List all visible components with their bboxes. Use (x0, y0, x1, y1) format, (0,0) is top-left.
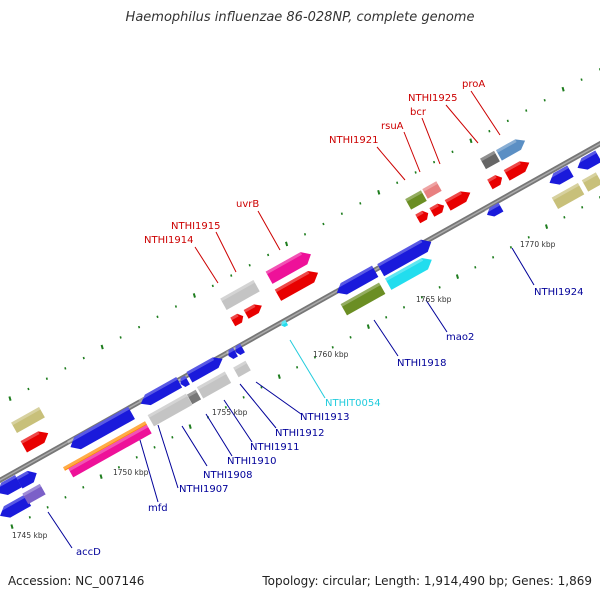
gene-blue-7 (226, 347, 238, 359)
kbp-label-1745: 1745 kbp (12, 531, 48, 540)
gene-label-nthi1915: NTHI1915 (171, 221, 221, 232)
gene-blue-9 (377, 239, 432, 277)
gene-labels-top: NTHI1914 NTHI1915 uvrB NTHI1921 rsuA bcr… (144, 79, 485, 246)
genome-stats: Topology: circular; Length: 1,914,490 bp… (262, 574, 592, 588)
gene-blue-nthi1924 (484, 202, 504, 217)
kbp-label-1750: 1750 kbp (113, 468, 149, 477)
gene-cyan-mao2 (385, 258, 432, 290)
gene-steel-proa (495, 139, 526, 161)
gene-red-6 (487, 175, 503, 190)
gene-label-nthi1925: NTHI1925 (408, 93, 458, 104)
gene-label-mao2: mao2 (446, 332, 474, 343)
gene-label-nthi1907: NTHI1907 (179, 484, 229, 495)
gene-red-5 (429, 203, 445, 217)
gene-blue-11 (574, 150, 600, 170)
gene-red-nthi1914 (230, 313, 244, 327)
kbp-tick-marks (8, 68, 600, 529)
gene-darkgray-2 (480, 150, 500, 170)
gene-blue-2 (16, 470, 37, 489)
gene-blue-4 (137, 377, 183, 406)
gene-orange-mfd (63, 421, 147, 471)
gene-khaki-3 (581, 172, 600, 192)
gene-label-nthi1911: NTHI1911 (250, 442, 300, 453)
gene-pink-mfd (68, 424, 152, 478)
gene-khaki-2 (551, 182, 585, 210)
gene-salmon-rsua (422, 181, 442, 199)
genome-title: Haemophilus influenzae 86-028NP, complet… (125, 10, 475, 25)
gene-label-nthi1910: NTHI1910 (227, 456, 277, 467)
gene-label-nthit0054: NTHIT0054 (325, 398, 381, 409)
gene-label-proa: proA (462, 79, 485, 90)
gene-darkgray-1 (186, 389, 202, 405)
kbp-label-1770: 1770 kbp (520, 240, 556, 249)
gene-gray-1 (147, 393, 193, 427)
kbp-label-1755: 1755 kbp (212, 408, 248, 417)
accession-label: Accession: NC_007146 (8, 574, 145, 588)
gene-blue-5 (178, 375, 190, 387)
gene-blue-1 (0, 475, 22, 496)
gene-olive-nthi1921 (405, 190, 427, 210)
gene-features (0, 139, 600, 518)
gene-olive-1 (340, 282, 386, 316)
gene-label-nthi1921: NTHI1921 (329, 135, 379, 146)
gene-red-1 (20, 431, 49, 453)
gene-red-2 (243, 304, 262, 319)
gene-gray-nthi1915 (220, 280, 260, 310)
kbp-label-1765: 1765 kbp (416, 295, 452, 304)
gene-khaki-1 (11, 406, 45, 434)
kbp-labels: 1745 kbp 1750 kbp 1755 kbp 1760 kbp 1765… (12, 240, 556, 540)
gene-pink-uvrb (265, 252, 311, 284)
gene-label-nthi1913: NTHI1913 (300, 412, 350, 423)
gene-blue-nthi1918 (333, 265, 379, 295)
gene-gray-2 (196, 371, 232, 399)
gene-cyan-nthit0054 (279, 319, 289, 328)
gene-blue-mfd-upper (67, 406, 135, 450)
gene-label-rsua: rsuA (381, 121, 404, 132)
gene-label-bcr: bcr (410, 107, 427, 118)
gene-blue-8 (233, 343, 245, 355)
gene-label-uvrb: uvrB (236, 199, 259, 210)
gene-red-bcr (444, 191, 471, 211)
gene-label-nthi1918: NTHI1918 (397, 358, 447, 369)
gene-label-nthi1914: NTHI1914 (144, 235, 194, 246)
gene-label-nthi1912: NTHI1912 (275, 428, 325, 439)
gene-red-nthi1925 (503, 161, 530, 181)
gene-label-accd: accD (76, 547, 101, 558)
gene-blue-3 (0, 494, 32, 518)
gene-label-nthi1908: NTHI1908 (203, 470, 253, 481)
kbp-label-1760: 1760 kbp (313, 350, 349, 359)
gene-red-3 (274, 270, 319, 301)
gene-labels-bottom: accD mfd NTHI1907 NTHI1908 NTHI1910 NTHI… (76, 287, 584, 558)
gene-blue-6 (186, 357, 223, 383)
gene-purple-1 (22, 483, 46, 505)
gene-blue-10 (546, 165, 574, 185)
gene-gray-3 (233, 360, 251, 378)
gene-red-4 (415, 210, 429, 224)
gene-label-nthi1924: NTHI1924 (534, 287, 584, 298)
label-leader-lines (47, 90, 535, 549)
gene-label-mfd: mfd (148, 503, 168, 514)
